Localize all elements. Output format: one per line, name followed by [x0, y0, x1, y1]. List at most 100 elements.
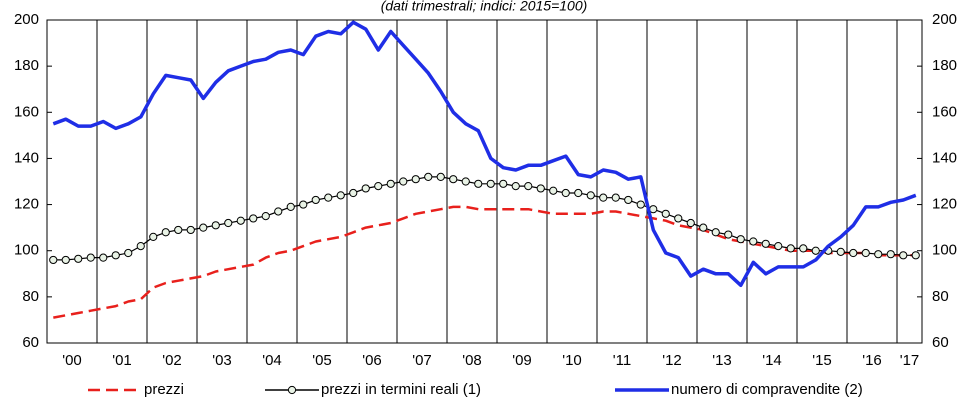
series-marker	[661, 209, 670, 218]
series-line	[52, 20, 917, 288]
series-marker	[49, 255, 58, 265]
series-marker	[536, 184, 545, 193]
series-marker	[386, 179, 395, 188]
x-tick-label: '03	[212, 352, 232, 369]
series-marker	[811, 246, 820, 255]
series-marker	[149, 232, 158, 241]
series-marker	[561, 188, 570, 198]
series-marker	[224, 218, 233, 228]
series-marker	[599, 193, 608, 202]
series-marker	[699, 223, 708, 232]
series-marker	[136, 242, 145, 251]
x-tick-label: '15	[812, 352, 832, 369]
x-tick-label: '04	[262, 352, 282, 369]
x-tick-label: '07	[412, 352, 432, 369]
x-tick-label: '11	[613, 352, 631, 369]
legend-label: numero di compravendite (2)	[671, 381, 863, 398]
series-marker	[336, 191, 345, 200]
y2-tick-label: 120	[932, 196, 957, 213]
y2-tick-label: 80	[932, 288, 949, 305]
x-tick-label: '05	[312, 352, 332, 369]
series-marker	[799, 244, 808, 253]
series-marker	[286, 202, 295, 211]
x-tick-label: '02	[162, 352, 182, 369]
y-tick-label: 160	[14, 103, 39, 120]
series-marker	[861, 248, 870, 258]
series-marker	[311, 195, 320, 205]
legend-label: prezzi	[144, 381, 184, 398]
series-marker	[674, 214, 683, 223]
series-marker	[174, 225, 183, 235]
series-marker	[411, 175, 420, 184]
x-tick-label: '00	[62, 352, 82, 369]
chart-subtitle: (dati trimestrali; indici: 2015=100)	[381, 0, 588, 14]
y-tick-label: 60	[22, 334, 39, 351]
series-marker	[624, 195, 633, 205]
y-tick-label: 80	[22, 288, 39, 305]
series-marker	[686, 218, 695, 228]
series-marker	[474, 179, 483, 188]
series-marker	[899, 251, 908, 260]
series-marker	[574, 188, 583, 198]
x-tick-label: '09	[512, 352, 532, 369]
y2-tick-label: 100	[932, 242, 957, 259]
series-marker	[461, 177, 470, 186]
series-marker	[99, 253, 108, 262]
series-marker	[361, 184, 370, 193]
series-marker	[611, 193, 620, 202]
x-tick-label: '13	[712, 352, 732, 369]
y-tick-label: 200	[14, 11, 39, 28]
series-marker	[299, 200, 308, 209]
series-marker	[399, 177, 408, 186]
series-marker	[211, 221, 220, 230]
y-tick-label: 100	[14, 242, 39, 259]
series-line	[53, 205, 916, 319]
series-marker	[886, 250, 895, 259]
series-line	[53, 176, 916, 261]
y-tick-label: 120	[14, 196, 39, 213]
y2-tick-label: 200	[932, 11, 957, 28]
y2-tick-label: 180	[932, 57, 957, 74]
x-tick-label: '01	[112, 352, 132, 369]
y-tick-label: 140	[14, 149, 39, 166]
series-marker	[736, 235, 745, 244]
series-marker	[324, 193, 333, 202]
series-marker	[749, 237, 758, 246]
y2-tick-label: 160	[932, 103, 957, 120]
x-tick-label: '16	[862, 352, 882, 369]
series-marker	[261, 212, 270, 221]
series-marker	[86, 253, 95, 262]
x-tick-label: '06	[362, 352, 382, 369]
x-tick-label: '14	[762, 352, 782, 369]
series-marker	[524, 182, 533, 191]
x-tick-label: '12	[662, 352, 682, 369]
plot-frame	[46, 19, 923, 344]
series-marker	[911, 251, 920, 260]
series-marker	[761, 239, 770, 248]
series-marker	[74, 254, 83, 263]
series-marker	[161, 228, 170, 237]
series-marker	[349, 188, 358, 198]
series-marker	[186, 225, 195, 235]
series-marker	[274, 207, 283, 216]
series-marker	[636, 200, 645, 209]
x-tick-label: '10	[562, 352, 582, 369]
series-marker	[499, 179, 508, 188]
series-marker	[586, 191, 595, 200]
series-marker	[236, 216, 245, 225]
series-marker	[449, 175, 458, 184]
series-marker	[849, 248, 858, 258]
x-tick-label: '08	[462, 352, 482, 369]
series-marker	[874, 250, 883, 259]
series-marker	[124, 248, 133, 258]
y2-tick-label: 60	[932, 334, 949, 351]
series-marker	[774, 242, 783, 251]
y2-tick-label: 140	[932, 149, 957, 166]
legend-label: prezzi in termini reali (1)	[321, 381, 481, 398]
series-marker	[549, 186, 558, 195]
y-tick-label: 180	[14, 57, 39, 74]
series-marker	[436, 172, 445, 181]
series-marker	[199, 223, 208, 232]
series-marker	[424, 172, 433, 181]
